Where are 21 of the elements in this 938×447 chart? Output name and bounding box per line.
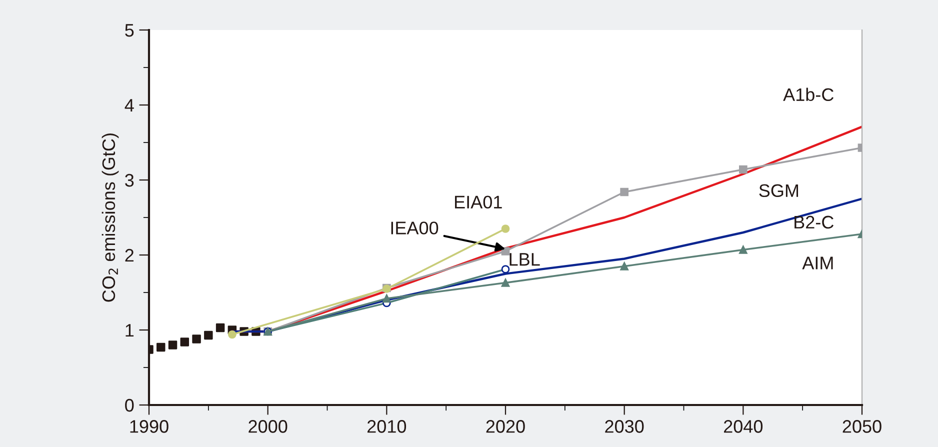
y-axis-title: CO$_{2}$ emissions (GtC) [102, 134, 119, 302]
x-tick-label: 1990 [130, 420, 168, 433]
y-tick-label: 5 [125, 24, 134, 37]
series-label: AIM [802, 256, 833, 270]
series-label: B2-C [794, 216, 834, 229]
y-tick-label: 2 [125, 248, 134, 262]
x-tick-label: 2020 [486, 420, 525, 433]
annotation: IEA00 [391, 222, 438, 234]
series-label: LBL [510, 253, 540, 266]
x-tick-label: 2050 [842, 420, 882, 433]
x-tick-label: 2040 [724, 420, 763, 433]
x-tick-label: 2030 [605, 420, 644, 433]
y-tick-label: 1 [126, 324, 134, 337]
y-tick-label: 4 [124, 99, 134, 112]
y-tick-label: 0 [125, 398, 134, 412]
y-tick-label: 3 [125, 174, 134, 187]
series-label: A1b-C [783, 88, 834, 102]
series-label: SGM [759, 184, 798, 198]
x-tick-label: 2000 [248, 420, 288, 433]
x-tick-label: 2010 [367, 420, 406, 433]
series-label: EIA01 [455, 196, 502, 209]
